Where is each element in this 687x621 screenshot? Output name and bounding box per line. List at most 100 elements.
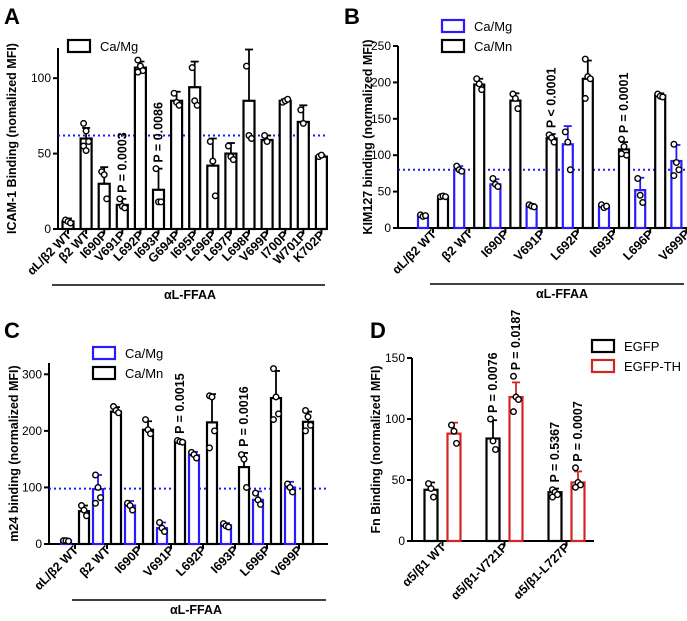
data-point <box>639 199 647 207</box>
data-point <box>487 415 495 423</box>
data-point <box>160 528 168 536</box>
bar <box>224 152 238 231</box>
data-point <box>489 437 497 445</box>
bar <box>561 143 574 230</box>
y-tick-label: 250 <box>371 39 391 53</box>
y-tick-label: 0 <box>384 221 391 235</box>
data-point <box>134 68 142 76</box>
data-point <box>206 138 214 146</box>
panel-label: D <box>370 318 386 343</box>
data-point <box>272 393 280 401</box>
data-point <box>175 101 183 109</box>
data-point <box>530 203 538 211</box>
data-point <box>448 421 456 429</box>
data-point <box>510 372 518 380</box>
x-tick-label: αL/β2 WT <box>389 227 439 277</box>
data-point <box>636 191 644 199</box>
data-point <box>572 483 580 491</box>
bar <box>545 137 558 230</box>
data-point <box>566 166 574 174</box>
p-value-annotation: P = 0.5367 <box>548 422 562 483</box>
data-point <box>242 62 250 70</box>
data-point <box>618 150 626 158</box>
p-value-annotation: P < 0.0001 <box>545 67 559 128</box>
data-point <box>91 499 99 507</box>
legend-label: Ca/Mg <box>474 19 512 34</box>
x-tick-label: L696P <box>237 543 273 579</box>
x-tick-label: L692P <box>548 227 584 263</box>
data-point <box>121 204 129 212</box>
legend-label: Ca/Mg <box>125 346 163 361</box>
bar <box>187 454 201 546</box>
bar <box>205 421 219 546</box>
data-point <box>422 212 430 220</box>
data-point <box>549 493 557 501</box>
data-point <box>66 219 74 227</box>
legend-swatch <box>590 338 616 354</box>
bar <box>173 440 187 546</box>
legend-swatch <box>66 38 92 54</box>
p-value-annotation: P = 0.0076 <box>486 352 500 413</box>
x-tick-label: L692P <box>173 543 209 579</box>
data-point <box>116 195 124 203</box>
bar <box>141 428 155 546</box>
data-point <box>453 439 461 447</box>
data-point <box>670 172 678 180</box>
data-point <box>114 409 122 417</box>
group-label: αL-FFAA <box>164 288 216 302</box>
group-label: αL-FFAA <box>536 287 588 301</box>
bar <box>570 481 586 543</box>
bar <box>314 155 328 231</box>
data-point <box>100 171 108 179</box>
group-label: αL-FFAA <box>170 603 222 617</box>
y-tick-label: 0 <box>44 222 51 236</box>
bar <box>242 99 256 231</box>
x-tick-label: I693P <box>587 227 620 260</box>
data-point <box>224 523 232 531</box>
y-tick-label: 0 <box>398 534 405 548</box>
y-axis-label: m24 binding (normalized MFI) <box>7 365 21 541</box>
bar <box>436 195 450 230</box>
data-point <box>572 464 580 472</box>
data-point <box>561 128 569 136</box>
data-point <box>450 427 458 435</box>
panel-label: A <box>4 4 20 29</box>
panel-label: B <box>344 4 360 29</box>
legend-label: Ca/Mn <box>474 39 512 54</box>
bar <box>109 410 123 546</box>
data-point <box>634 174 642 182</box>
y-tick-label: 50 <box>38 147 52 161</box>
data-point <box>427 485 435 493</box>
data-point <box>581 55 589 63</box>
data-point <box>263 138 271 146</box>
data-point <box>307 421 315 429</box>
data-point <box>82 512 90 520</box>
data-point <box>586 75 594 83</box>
data-point <box>82 147 90 155</box>
data-point <box>489 174 497 182</box>
data-point <box>205 444 213 452</box>
x-tick-label: V691P <box>511 227 547 263</box>
data-point <box>82 127 90 135</box>
data-point <box>675 166 683 174</box>
data-point <box>224 142 232 150</box>
data-point <box>492 446 500 454</box>
data-point <box>240 455 248 463</box>
data-point <box>581 94 589 102</box>
data-point <box>211 192 219 200</box>
data-point <box>515 395 523 403</box>
data-point <box>141 416 149 424</box>
p-value-annotation: P = 0.0003 <box>115 132 129 193</box>
y-tick-label: 0 <box>35 537 42 551</box>
data-point <box>157 198 165 206</box>
y-tick-label: 200 <box>371 75 391 89</box>
y-axis-label: KIM127 binding (normalized MFI) <box>361 39 375 234</box>
legend-swatch <box>91 365 117 381</box>
x-tick-label: β2 WT <box>77 543 114 580</box>
data-point <box>494 183 502 191</box>
data-point <box>475 80 483 88</box>
bar <box>170 99 184 231</box>
data-point <box>188 64 196 72</box>
